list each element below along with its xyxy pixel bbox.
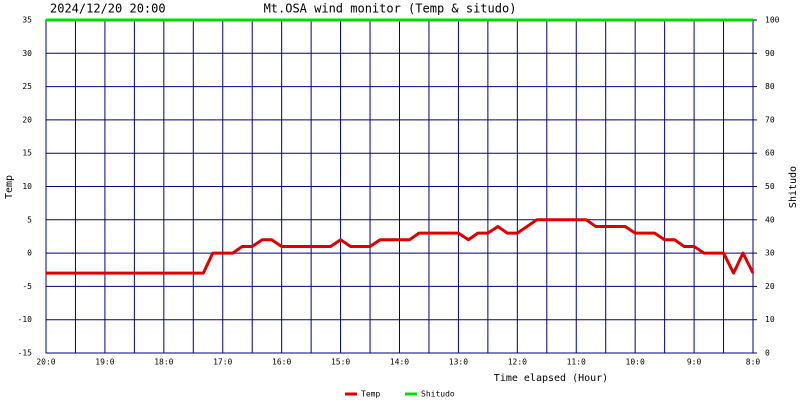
- y-tick-label: 0: [27, 249, 32, 258]
- y2-tick-label: 10: [765, 315, 775, 324]
- x-tick-label: 20:0: [36, 358, 55, 367]
- y2-tick-label: 30: [765, 249, 775, 258]
- y2-tick-label: 40: [765, 215, 775, 224]
- y-tick-label: -15: [18, 349, 33, 358]
- data-line: [46, 218, 755, 275]
- y-tick-label: 15: [22, 149, 32, 158]
- x-tick-label: 13:0: [449, 358, 468, 367]
- y2-tick-label: 50: [765, 182, 775, 191]
- x-tick-label: 17:0: [213, 358, 232, 367]
- legend-label: Shitudo: [421, 390, 455, 399]
- x-axis-label: Time elapsed (Hour): [494, 373, 608, 384]
- y2-axis-label: Shitudo: [788, 166, 799, 208]
- y-tick-label: -10: [18, 315, 33, 324]
- y2-tick-label: 0: [765, 349, 770, 358]
- y-tick-label: 25: [22, 82, 32, 91]
- y-tick-label: 30: [22, 49, 32, 58]
- x-tick-label: 19:0: [95, 358, 114, 367]
- y-tick-label: 35: [22, 16, 32, 25]
- y2-tick-label: 70: [765, 115, 775, 124]
- y2-tick-label: 80: [765, 82, 775, 91]
- x-tick-label: 18:0: [154, 358, 173, 367]
- y2-tick-label: 100: [765, 16, 780, 25]
- chart-title: Mt.OSA wind monitor (Temp & situdo): [264, 2, 517, 16]
- chart-subtitle: 2024/12/20 20:00: [50, 2, 166, 16]
- y2-tick-label: 60: [765, 149, 775, 158]
- x-tick-label: 8:0: [746, 358, 761, 367]
- y-tick-label: 10: [22, 182, 32, 191]
- x-tick-label: 14:0: [390, 358, 409, 367]
- y-tick-label: 5: [27, 215, 32, 224]
- y-tick-label: -5: [22, 282, 32, 291]
- y2-tick-label: 20: [765, 282, 775, 291]
- legend-label: Temp: [361, 390, 380, 399]
- x-tick-label: 12:0: [508, 358, 527, 367]
- y-axis-label: Temp: [4, 175, 15, 199]
- y-tick-label: 20: [22, 115, 32, 124]
- x-tick-label: 15:0: [331, 358, 350, 367]
- x-tick-label: 9:0: [687, 358, 702, 367]
- x-tick-label: 11:0: [567, 358, 586, 367]
- y2-tick-label: 90: [765, 49, 775, 58]
- x-tick-label: 10:0: [626, 358, 645, 367]
- x-tick-label: 16:0: [272, 358, 291, 367]
